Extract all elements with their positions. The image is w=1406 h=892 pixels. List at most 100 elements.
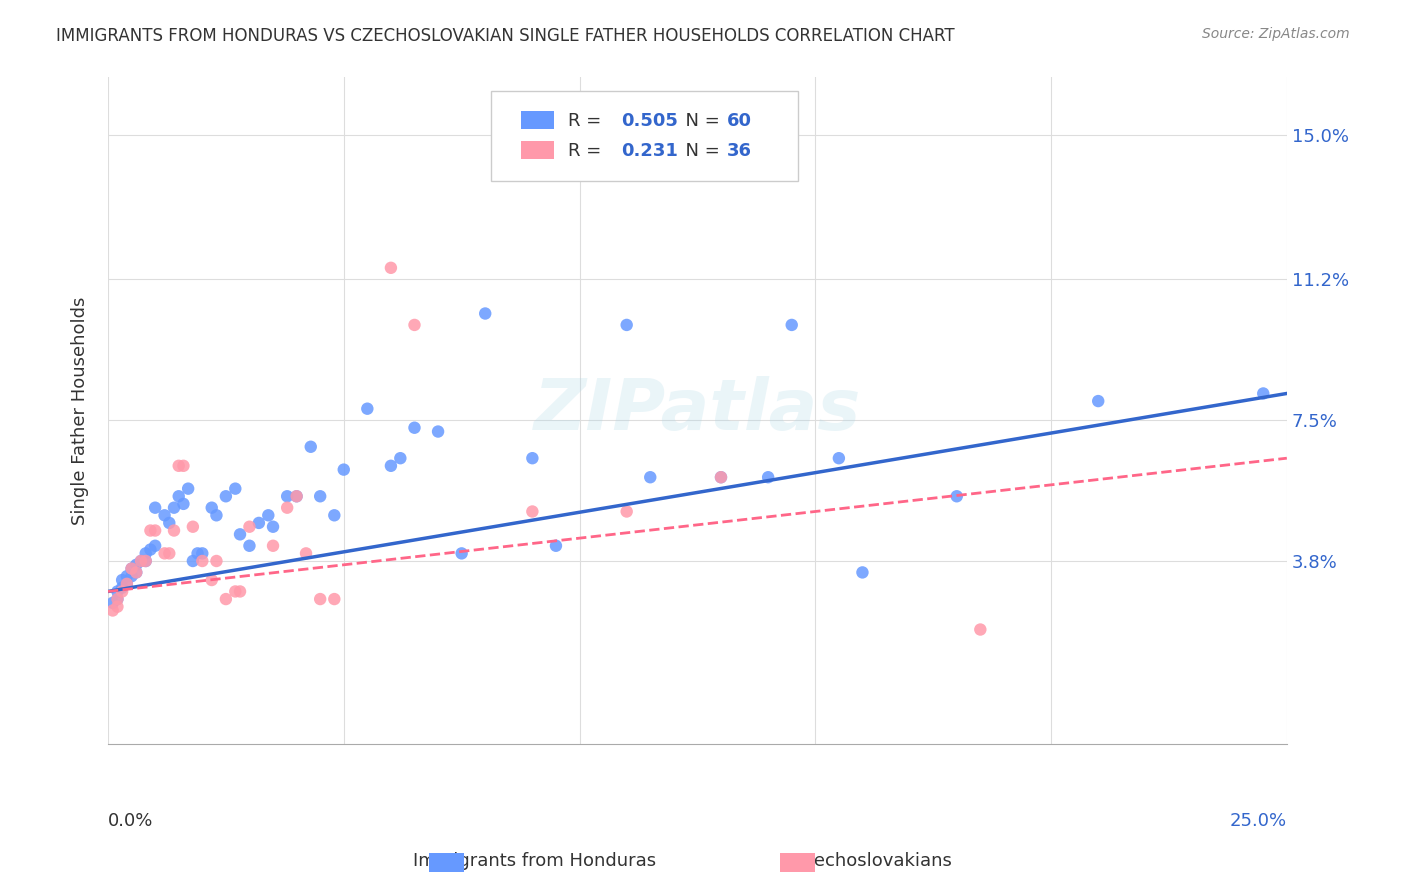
- Text: ZIPatlas: ZIPatlas: [534, 376, 860, 445]
- Point: [229, 527, 252, 541]
- Point: [177, 482, 200, 496]
- Point: [1087, 394, 1109, 409]
- Point: [969, 623, 991, 637]
- Point: [262, 519, 284, 533]
- Point: [111, 584, 134, 599]
- Point: [276, 500, 298, 515]
- Point: [201, 573, 224, 587]
- Point: [167, 458, 190, 473]
- Point: [380, 458, 402, 473]
- Text: 0.0%: 0.0%: [108, 813, 153, 830]
- Point: [157, 516, 180, 530]
- Point: [332, 462, 354, 476]
- Point: [238, 539, 260, 553]
- Point: [135, 554, 157, 568]
- Point: [205, 554, 228, 568]
- Point: [215, 592, 238, 607]
- Point: [121, 561, 143, 575]
- Point: [522, 451, 544, 466]
- Y-axis label: Single Father Households: Single Father Households: [72, 296, 89, 524]
- Point: [285, 489, 308, 503]
- Text: 0.505: 0.505: [621, 112, 678, 129]
- Point: [101, 596, 124, 610]
- Point: [163, 524, 186, 538]
- Point: [247, 516, 270, 530]
- Point: [616, 504, 638, 518]
- Point: [129, 554, 152, 568]
- Point: [181, 519, 204, 533]
- Text: 0.231: 0.231: [621, 142, 678, 160]
- Point: [309, 489, 332, 503]
- Point: [139, 542, 162, 557]
- Point: [224, 584, 246, 599]
- Point: [262, 539, 284, 553]
- Text: R =: R =: [568, 112, 607, 129]
- Point: [323, 592, 346, 607]
- Point: [101, 603, 124, 617]
- Point: [191, 546, 214, 560]
- Point: [389, 451, 412, 466]
- Point: [201, 500, 224, 515]
- Text: Czechoslovakians: Czechoslovakians: [792, 852, 952, 870]
- Point: [135, 546, 157, 560]
- Point: [125, 558, 148, 572]
- Point: [107, 592, 129, 607]
- Point: [215, 489, 238, 503]
- Point: [323, 508, 346, 523]
- Point: [107, 592, 129, 607]
- Text: IMMIGRANTS FROM HONDURAS VS CZECHOSLOVAKIAN SINGLE FATHER HOUSEHOLDS CORRELATION: IMMIGRANTS FROM HONDURAS VS CZECHOSLOVAK…: [56, 27, 955, 45]
- FancyBboxPatch shape: [491, 91, 797, 181]
- Point: [115, 577, 138, 591]
- Point: [780, 318, 803, 332]
- Point: [172, 458, 194, 473]
- Point: [111, 581, 134, 595]
- Point: [205, 508, 228, 523]
- Point: [229, 584, 252, 599]
- Point: [125, 566, 148, 580]
- Point: [285, 489, 308, 503]
- Point: [111, 573, 134, 587]
- Point: [544, 539, 567, 553]
- Point: [153, 546, 176, 560]
- Point: [945, 489, 967, 503]
- Text: N =: N =: [673, 142, 725, 160]
- Point: [427, 425, 450, 439]
- Point: [157, 546, 180, 560]
- Point: [135, 554, 157, 568]
- Point: [756, 470, 779, 484]
- Point: [121, 561, 143, 575]
- Point: [295, 546, 318, 560]
- Point: [828, 451, 851, 466]
- Point: [143, 500, 166, 515]
- Text: R =: R =: [568, 142, 607, 160]
- Point: [191, 554, 214, 568]
- Text: Immigrants from Honduras: Immigrants from Honduras: [413, 852, 655, 870]
- Point: [224, 482, 246, 496]
- Point: [143, 539, 166, 553]
- Text: 36: 36: [727, 142, 752, 160]
- Point: [616, 318, 638, 332]
- Point: [143, 524, 166, 538]
- Point: [404, 421, 426, 435]
- FancyBboxPatch shape: [520, 141, 554, 160]
- Point: [522, 504, 544, 518]
- Point: [710, 470, 733, 484]
- Point: [129, 554, 152, 568]
- Point: [139, 524, 162, 538]
- Point: [107, 584, 129, 599]
- Point: [153, 508, 176, 523]
- Point: [276, 489, 298, 503]
- Point: [238, 519, 260, 533]
- Point: [1251, 386, 1274, 401]
- Point: [167, 489, 190, 503]
- Point: [257, 508, 280, 523]
- Point: [163, 500, 186, 515]
- Point: [404, 318, 426, 332]
- Point: [172, 497, 194, 511]
- Point: [380, 260, 402, 275]
- Point: [187, 546, 209, 560]
- Point: [181, 554, 204, 568]
- Text: 25.0%: 25.0%: [1230, 813, 1286, 830]
- Point: [121, 569, 143, 583]
- Point: [474, 306, 496, 320]
